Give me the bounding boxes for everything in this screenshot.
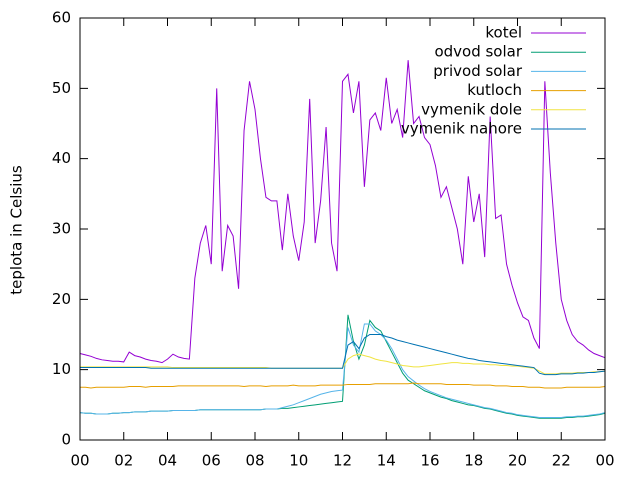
x-tick-label: 14	[377, 452, 396, 470]
y-tick-label: 30	[52, 220, 71, 238]
y-axis-label: teplota in Celsius	[8, 165, 26, 295]
series-line	[79, 323, 606, 418]
y-tick-label: 0	[61, 431, 71, 449]
x-tick-label: 00	[595, 452, 614, 470]
x-tick-label: 16	[420, 452, 439, 470]
x-tick-label: 06	[202, 452, 221, 470]
x-tick-label: 10	[289, 452, 308, 470]
x-tick-label: 08	[245, 452, 264, 470]
y-tick-label: 20	[52, 290, 71, 308]
y-tick-label: 10	[52, 360, 71, 378]
y-tick-label: 40	[52, 149, 71, 167]
legend-label: vymenik dole	[421, 100, 522, 118]
legend-label: kotel	[485, 24, 522, 42]
x-tick-label: 04	[158, 452, 177, 470]
x-tick-label: 20	[508, 452, 527, 470]
series-line	[80, 334, 606, 376]
legend-label: privod solar	[433, 62, 523, 80]
legend-label: odvod solar	[434, 43, 522, 61]
y-tick-label: 50	[52, 79, 71, 97]
x-tick-label: 22	[552, 452, 571, 470]
series-line	[80, 382, 606, 389]
x-tick-label: 12	[333, 452, 352, 470]
x-tick-label: 02	[114, 452, 133, 470]
legend-label: kutloch	[467, 81, 522, 99]
legend-label: vymenik nahore	[401, 120, 522, 138]
x-tick-label: 18	[464, 452, 483, 470]
y-tick-label: 60	[52, 9, 71, 27]
plot-border	[79, 17, 606, 441]
series-line	[79, 60, 606, 364]
x-tick-label: 00	[70, 452, 89, 470]
